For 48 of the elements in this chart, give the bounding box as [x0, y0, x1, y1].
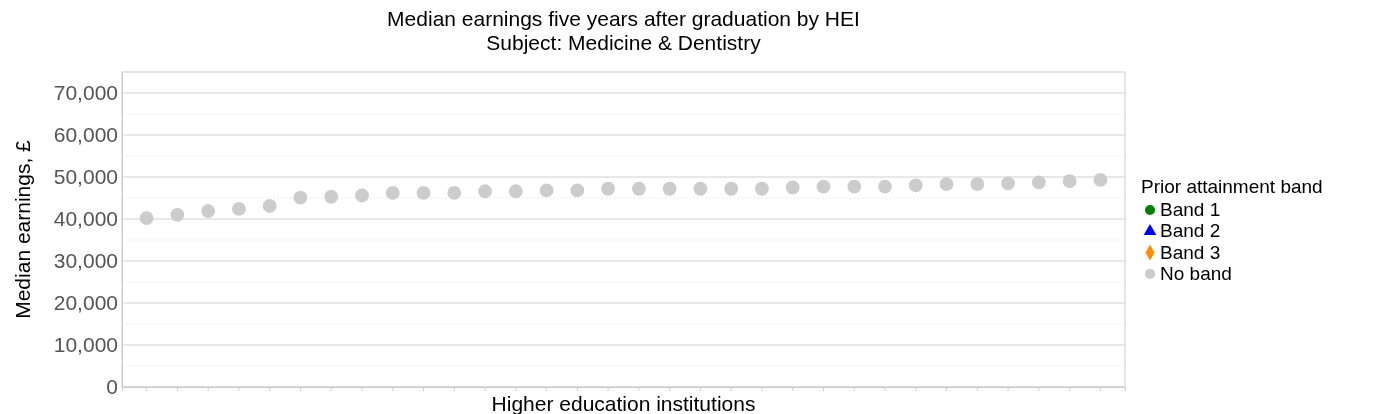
point	[293, 190, 308, 205]
point	[662, 181, 677, 196]
point	[631, 181, 646, 196]
chart-subtitle: Subject: Medicine & Dentistry	[486, 31, 762, 54]
point	[755, 181, 769, 196]
y-tick-label: 50,000	[53, 165, 118, 189]
point	[1093, 173, 1108, 187]
point	[878, 179, 892, 194]
point	[970, 177, 985, 192]
point	[232, 202, 246, 216]
point	[693, 181, 708, 196]
point	[447, 186, 462, 200]
point	[139, 211, 154, 226]
y-tick-label: 60,000	[53, 123, 118, 147]
y-axis-title: Median earnings, £	[11, 139, 34, 319]
point	[785, 180, 800, 195]
point	[1031, 175, 1046, 190]
point	[201, 204, 216, 218]
point	[847, 179, 862, 194]
point	[262, 199, 277, 213]
legend-label: No band	[1160, 262, 1232, 284]
y-tick-label: 70,000	[53, 81, 118, 105]
point	[908, 178, 923, 193]
legend-label: Band 1	[1160, 199, 1221, 220]
point	[539, 183, 554, 198]
point	[355, 188, 369, 203]
point	[570, 183, 585, 198]
point	[170, 207, 185, 222]
legend-label: Band 2	[1160, 220, 1221, 242]
point	[724, 181, 739, 196]
legend-label: Band 3	[1160, 241, 1221, 263]
point	[416, 186, 431, 200]
point	[324, 189, 339, 204]
y-tick-label: 20,000	[53, 291, 118, 315]
point	[939, 177, 954, 192]
chart-title: Median earnings five years after graduation by HEI	[387, 7, 860, 30]
point	[508, 184, 523, 199]
point	[385, 186, 400, 200]
point	[1062, 174, 1077, 189]
y-tick-label: 30,000	[53, 249, 118, 273]
y-tick-label: 40,000	[53, 207, 118, 231]
point	[478, 184, 492, 199]
point	[816, 179, 831, 194]
y-tick-label: 10,000	[53, 333, 118, 357]
y-tick-label: 0	[106, 375, 118, 399]
point	[601, 181, 616, 196]
legend-title: Prior attainment band	[1141, 176, 1323, 197]
point	[1001, 176, 1015, 191]
